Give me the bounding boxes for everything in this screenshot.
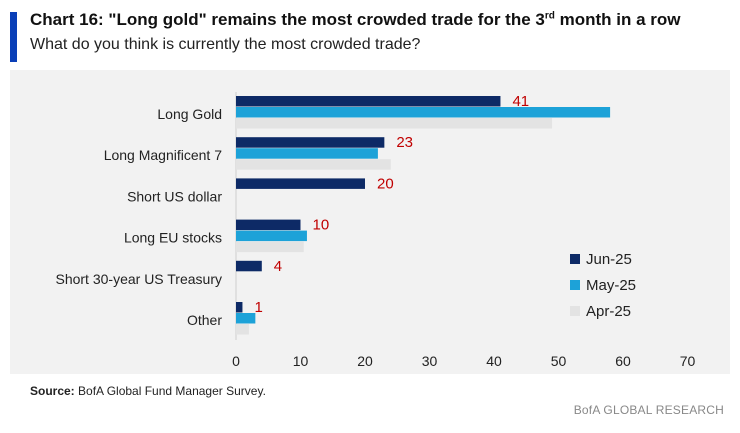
bar-jun-25 <box>236 96 501 107</box>
brand-label: BofA GLOBAL RESEARCH <box>573 403 724 417</box>
x-tick-label: 50 <box>551 353 567 369</box>
chart-subtitle: What do you think is currently the most … <box>30 36 421 53</box>
category-label: Short US dollar <box>127 188 222 204</box>
legend-swatch <box>570 280 580 290</box>
bar-apr-25 <box>236 324 249 335</box>
legend-item: Jun-25 <box>570 246 636 272</box>
legend-label: Apr-25 <box>586 302 632 320</box>
legend-swatch <box>570 254 580 264</box>
bar-may-25 <box>236 230 307 242</box>
chart-title-main: Chart 16: "Long gold" remains the most c… <box>30 10 545 29</box>
legend-item: Apr-25 <box>570 298 636 324</box>
data-label: 10 <box>313 217 330 234</box>
source-note: Source: BofA Global Fund Manager Survey. <box>30 384 266 398</box>
bar-jun-25 <box>236 302 243 313</box>
bar-jun-25 <box>236 260 262 272</box>
legend-swatch <box>570 306 580 316</box>
category-label: Short 30-year US Treasury <box>55 271 222 287</box>
category-label: Long EU stocks <box>124 230 222 246</box>
data-label: 41 <box>512 93 529 110</box>
category-label: Long Magnificent 7 <box>104 147 223 163</box>
bar-apr-25 <box>236 159 391 170</box>
legend: Jun-25 May-25 Apr-25 <box>570 246 636 324</box>
x-tick-label: 30 <box>422 353 438 369</box>
data-label: 20 <box>377 175 394 192</box>
chart-title-tail: month in a row <box>554 10 681 29</box>
data-label: 4 <box>274 258 282 275</box>
x-tick-label: 0 <box>232 353 240 369</box>
x-tick-label: 60 <box>615 353 631 369</box>
category-label: Other <box>187 312 222 328</box>
x-tick-label: 10 <box>293 353 309 369</box>
bar-may-25 <box>236 107 611 118</box>
bar-jun-25 <box>236 219 301 231</box>
bar-may-25 <box>236 148 378 159</box>
bar-jun-25 <box>236 178 365 189</box>
data-label: 1 <box>254 299 262 316</box>
x-tick-label: 20 <box>357 353 373 369</box>
bar-apr-25 <box>236 118 553 129</box>
bar-may-25 <box>236 313 256 324</box>
x-tick-label: 70 <box>680 353 696 369</box>
bar-apr-25 <box>236 241 304 253</box>
x-tick-label: 40 <box>486 353 502 369</box>
source-label: Source: <box>30 384 75 398</box>
legend-label: Jun-25 <box>586 250 632 268</box>
legend-item: May-25 <box>570 272 636 298</box>
source-text: BofA Global Fund Manager Survey. <box>74 384 266 398</box>
data-label: 23 <box>396 134 413 151</box>
chart-title-superscript: rd <box>544 10 555 22</box>
chart-title: Chart 16: "Long gold" remains the most c… <box>30 10 680 30</box>
title-accent-bar <box>10 12 17 62</box>
legend-label: May-25 <box>586 276 637 294</box>
bar-jun-25 <box>236 137 385 148</box>
category-label: Long Gold <box>157 106 222 122</box>
